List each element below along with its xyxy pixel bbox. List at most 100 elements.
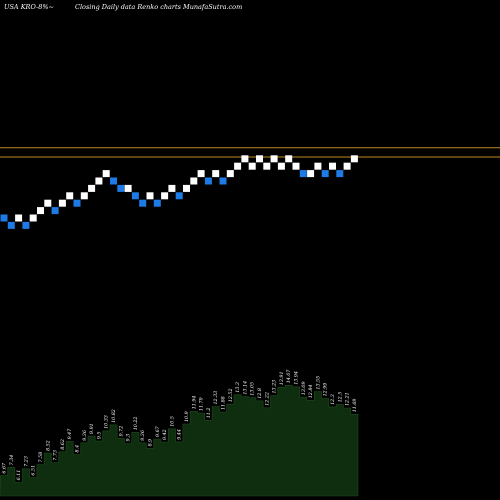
value-label: 8.9 (148, 439, 154, 447)
value-label: 11.2 (206, 408, 212, 419)
value-label: 7.23 (23, 456, 29, 467)
renko-brick (350, 155, 358, 163)
renko-brick (0, 214, 8, 222)
value-label: 8.62 (60, 439, 66, 450)
value-label: 13.14 (242, 381, 248, 395)
value-label: 12.3 (330, 394, 336, 405)
value-label: 12.99 (323, 383, 329, 397)
value-label: 8.52 (45, 440, 51, 451)
value-label: 10.5 (169, 416, 175, 427)
renko-brick (95, 177, 103, 185)
renko-brick (66, 192, 74, 200)
renko-brick (204, 177, 212, 185)
value-label: 13.55 (315, 376, 321, 390)
renko-brick (29, 214, 37, 222)
value-label: 13.3 (235, 382, 241, 393)
renko-brick (161, 192, 169, 200)
renko-brick (292, 162, 300, 170)
renko-brick (270, 155, 278, 163)
renko-brick (15, 214, 23, 222)
value-label: 9.91 (89, 423, 95, 434)
value-label: 6.51 (31, 465, 37, 476)
value-label: 14.07 (286, 369, 292, 384)
value-label: 13.23 (272, 380, 278, 394)
renko-brick (307, 170, 315, 178)
renko-brick (22, 221, 30, 229)
value-label: 9.5 (96, 431, 102, 439)
value-label: 9.42 (162, 429, 168, 440)
value-label: 12.22 (264, 392, 270, 406)
renko-brick (314, 162, 322, 170)
renko-brick (248, 162, 256, 170)
value-label: 12.33 (213, 391, 219, 405)
value-label: 9.36 (140, 430, 146, 441)
ticker-label: USA KRO-8%~ (4, 3, 54, 11)
renko-brick (153, 199, 161, 207)
renko-brick (80, 192, 88, 200)
value-label: 7.73 (53, 450, 59, 461)
renko-brick (73, 199, 81, 207)
value-label: 6.67 (2, 462, 8, 474)
value-label: 10.9 (184, 411, 190, 422)
value-label: 9.44 (177, 429, 183, 440)
renko-brick (241, 155, 249, 163)
renko-brick (285, 155, 293, 163)
value-label: 9.36 (82, 430, 88, 441)
renko-brick (146, 192, 154, 200)
renko-brick (175, 192, 183, 200)
value-label: 11.79 (199, 397, 205, 411)
renko-brick (117, 184, 125, 192)
chart-title: Closing Daily data Renko charts MunafaSu… (75, 3, 243, 11)
renko-brick (7, 221, 15, 229)
value-label: 8.4 (75, 445, 81, 453)
renko-brick (183, 184, 190, 192)
renko-brick (226, 170, 234, 178)
renko-brick (124, 184, 132, 192)
value-label: 11.94 (191, 396, 197, 410)
renko-brick (212, 170, 220, 178)
renko-brick (102, 170, 110, 178)
value-label: 6.11 (16, 470, 22, 481)
renko-brick (51, 207, 59, 215)
renko-brick (234, 162, 242, 170)
renko-brick (110, 177, 117, 185)
renko-brick (139, 199, 147, 207)
value-label: 12.8 (257, 388, 263, 399)
renko-brick (88, 184, 96, 192)
value-label: 9.72 (118, 426, 124, 437)
value-label: 9.3 (126, 434, 132, 442)
renko-brick (343, 162, 351, 170)
value-label: 13.94 (294, 371, 300, 385)
renko-brick (321, 170, 329, 178)
renko-brick (299, 170, 307, 178)
value-label: 10.22 (133, 417, 139, 431)
value-label: 11.69 (352, 399, 358, 413)
value-label: 11.88 (221, 396, 227, 410)
renko-brick (37, 207, 44, 215)
value-label: 13.05 (250, 382, 256, 396)
value-label: 13.09 (301, 381, 307, 395)
value-label: 7.58 (38, 452, 44, 463)
renko-brick (277, 162, 285, 170)
value-label: 12.5 (337, 392, 343, 403)
value-label: 12.21 (345, 392, 351, 406)
renko-brick (168, 184, 176, 192)
renko-brick (256, 155, 263, 163)
value-area (0, 385, 359, 497)
value-label: 12.84 (308, 385, 314, 399)
value-label: 12.52 (228, 388, 234, 402)
value-label: 10.82 (111, 409, 117, 423)
renko-brick (263, 162, 271, 170)
value-label: 9.47 (67, 428, 73, 440)
renko-brick (58, 199, 66, 207)
value-label: 7.34 (9, 455, 15, 466)
renko-brick (219, 177, 227, 185)
renko-brick (44, 199, 52, 207)
renko-brick (197, 170, 205, 178)
renko-brick (336, 170, 344, 178)
value-label: 13.91 (279, 371, 285, 385)
value-label: 9.67 (155, 425, 161, 437)
value-label: 10.33 (104, 415, 110, 429)
